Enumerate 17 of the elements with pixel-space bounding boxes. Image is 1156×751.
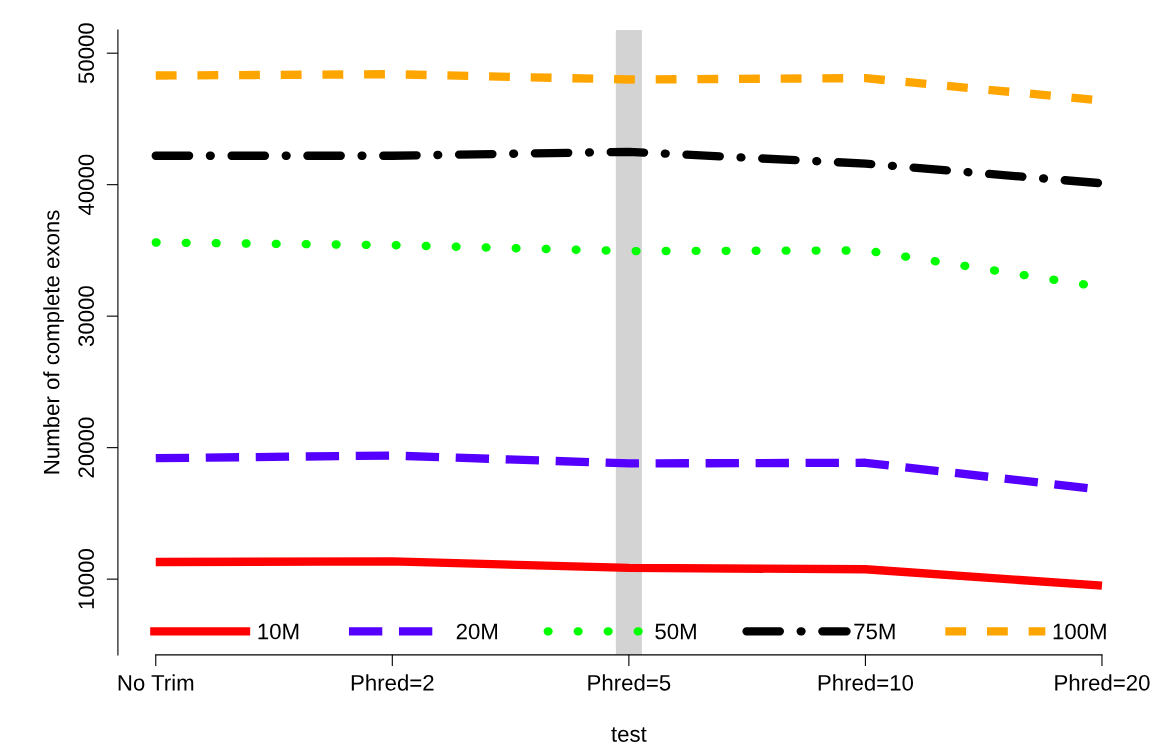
- x-tick-label: Phred=5: [588, 674, 671, 691]
- x-tick-label: Phred=20: [1055, 674, 1150, 691]
- legend-label: 75M: [854, 623, 895, 640]
- x-tick-label: Phred=2: [351, 674, 434, 691]
- x-tick-label: No Trim: [118, 674, 194, 691]
- legend-label: 100M: [1053, 623, 1106, 640]
- y-tick-label: 40000: [78, 154, 95, 216]
- legend-label: 20M: [456, 623, 498, 640]
- y-tick-label: 50000: [78, 23, 95, 84]
- x-axis-title: test: [611, 727, 647, 742]
- legend-label: 50M: [655, 623, 696, 640]
- legend-label: 10M: [258, 623, 299, 640]
- y-tick-label: 10000: [78, 549, 95, 609]
- x-tick-label: Phred=10: [818, 674, 914, 691]
- y-tick-label: 20000: [78, 417, 95, 478]
- y-tick-label: 30000: [78, 286, 95, 347]
- y-axis-title: Number of complete exons: [43, 210, 64, 474]
